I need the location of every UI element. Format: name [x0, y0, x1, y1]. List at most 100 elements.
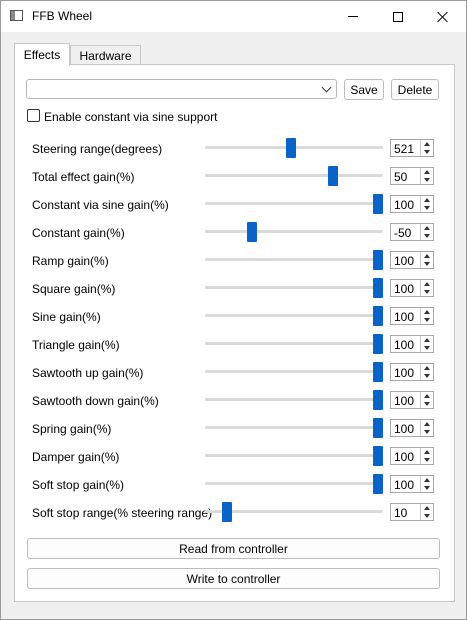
sine-support-checkbox[interactable]: [27, 109, 40, 122]
spin-up-icon[interactable]: [423, 140, 431, 147]
setting-spinbox[interactable]: 10: [390, 503, 434, 521]
slider-groove: [205, 286, 383, 289]
slider-handle[interactable]: [373, 334, 383, 354]
slider-handle[interactable]: [373, 306, 383, 326]
setting-spinbox[interactable]: 100: [390, 335, 434, 353]
chevron-down-icon: [321, 82, 332, 93]
spin-up-icon[interactable]: [423, 224, 431, 231]
setting-slider[interactable]: [205, 166, 383, 186]
setting-slider[interactable]: [205, 306, 383, 326]
spinbox-value: 100: [394, 198, 415, 212]
slider-handle[interactable]: [373, 362, 383, 382]
spin-up-icon[interactable]: [423, 476, 431, 483]
spin-down-icon[interactable]: [423, 512, 431, 519]
setting-spinbox[interactable]: 100: [390, 419, 434, 437]
setting-spinbox[interactable]: 100: [390, 363, 434, 381]
spinbox-buttons: [420, 420, 433, 436]
spin-up-icon[interactable]: [423, 196, 431, 203]
setting-slider[interactable]: [205, 418, 383, 438]
setting-spinbox[interactable]: 100: [390, 447, 434, 465]
spinbox-value: 521: [394, 142, 415, 156]
spin-down-icon[interactable]: [423, 372, 431, 379]
spin-up-icon[interactable]: [423, 448, 431, 455]
slider-handle[interactable]: [247, 222, 257, 242]
spin-up-icon[interactable]: [423, 392, 431, 399]
spin-down-icon[interactable]: [423, 400, 431, 407]
spin-up-icon[interactable]: [423, 504, 431, 511]
title-bar[interactable]: FFB Wheel: [1, 1, 466, 32]
setting-spinbox[interactable]: -50: [390, 223, 434, 241]
spin-up-icon[interactable]: [423, 308, 431, 315]
spin-down-icon[interactable]: [423, 204, 431, 211]
slider-groove: [205, 454, 383, 457]
spinbox-value: 100: [394, 366, 415, 380]
setting-spinbox[interactable]: 100: [390, 279, 434, 297]
spin-down-icon[interactable]: [423, 260, 431, 267]
spin-up-icon[interactable]: [423, 168, 431, 175]
spin-down-icon[interactable]: [423, 176, 431, 183]
spin-up-icon[interactable]: [423, 280, 431, 287]
spin-up-icon[interactable]: [423, 364, 431, 371]
spinbox-value: -50: [394, 226, 412, 240]
setting-slider[interactable]: [205, 194, 383, 214]
spin-down-icon[interactable]: [423, 316, 431, 323]
spin-down-icon[interactable]: [423, 232, 431, 239]
spin-down-icon[interactable]: [423, 148, 431, 155]
setting-label: Sawtooth up gain(%): [32, 366, 144, 380]
spin-down-icon[interactable]: [423, 344, 431, 351]
setting-slider[interactable]: [205, 222, 383, 242]
spinbox-value: 100: [394, 394, 415, 408]
spin-up-icon[interactable]: [423, 420, 431, 427]
spin-up-icon[interactable]: [423, 336, 431, 343]
slider-handle[interactable]: [286, 138, 296, 158]
close-button[interactable]: [420, 1, 466, 32]
tab-effects[interactable]: Effects: [14, 43, 70, 66]
spin-down-icon[interactable]: [423, 288, 431, 295]
setting-spinbox[interactable]: 100: [390, 391, 434, 409]
maximize-button[interactable]: [375, 1, 421, 32]
setting-slider[interactable]: [205, 138, 383, 158]
setting-slider[interactable]: [205, 362, 383, 382]
tab-hardware[interactable]: Hardware: [70, 45, 141, 65]
setting-slider[interactable]: [205, 278, 383, 298]
setting-label: Steering range(degrees): [32, 142, 163, 156]
slider-handle[interactable]: [373, 278, 383, 298]
setting-slider[interactable]: [205, 446, 383, 466]
setting-slider[interactable]: [205, 250, 383, 270]
save-button[interactable]: Save: [344, 79, 384, 100]
setting-spinbox[interactable]: 100: [390, 307, 434, 325]
setting-spinbox[interactable]: 100: [390, 475, 434, 493]
setting-slider[interactable]: [205, 474, 383, 494]
slider-handle[interactable]: [373, 446, 383, 466]
slider-handle[interactable]: [373, 194, 383, 214]
slider-handle[interactable]: [222, 502, 232, 522]
read-from-controller-button[interactable]: Read from controller: [27, 538, 440, 559]
setting-spinbox[interactable]: 521: [390, 139, 434, 157]
write-to-controller-button[interactable]: Write to controller: [27, 568, 440, 589]
slider-handle[interactable]: [373, 474, 383, 494]
spinbox-buttons: [420, 308, 433, 324]
setting-slider[interactable]: [205, 334, 383, 354]
spinbox-buttons: [420, 224, 433, 240]
delete-button[interactable]: Delete: [391, 79, 439, 100]
setting-slider[interactable]: [205, 502, 383, 522]
spin-down-icon[interactable]: [423, 484, 431, 491]
profile-dropdown[interactable]: [26, 79, 337, 99]
setting-slider[interactable]: [205, 390, 383, 410]
setting-spinbox[interactable]: 100: [390, 195, 434, 213]
spinbox-buttons: [420, 448, 433, 464]
spin-down-icon[interactable]: [423, 456, 431, 463]
spinbox-buttons: [420, 168, 433, 184]
slider-handle[interactable]: [373, 418, 383, 438]
slider-handle[interactable]: [373, 390, 383, 410]
slider-groove: [205, 398, 383, 401]
spin-up-icon[interactable]: [423, 252, 431, 259]
slider-handle[interactable]: [328, 166, 338, 186]
slider-groove: [205, 258, 383, 261]
spin-down-icon[interactable]: [423, 428, 431, 435]
minimize-button[interactable]: [330, 1, 376, 32]
setting-spinbox[interactable]: 100: [390, 251, 434, 269]
setting-spinbox[interactable]: 50: [390, 167, 434, 185]
slider-handle[interactable]: [373, 250, 383, 270]
